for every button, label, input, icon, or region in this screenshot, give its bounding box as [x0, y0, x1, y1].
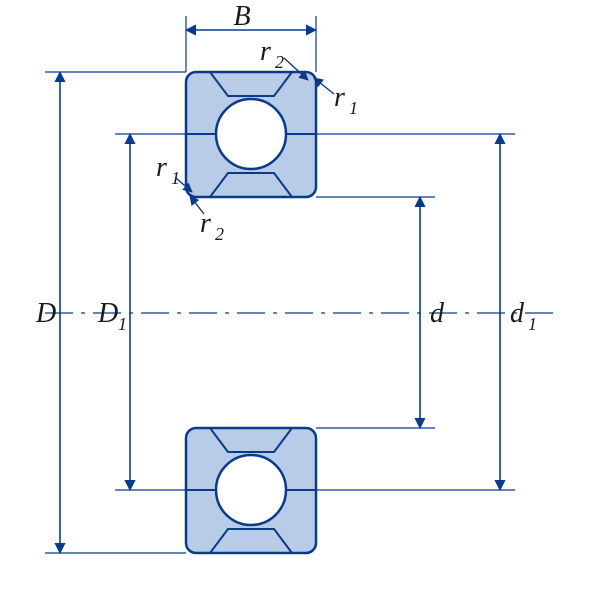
label-r1-top: r	[334, 82, 345, 113]
label-d: d	[430, 298, 445, 329]
label-r2-top: r	[260, 36, 271, 67]
bearing-section-top	[186, 72, 316, 197]
label-d1-sub: 1	[528, 314, 537, 334]
label-r2-top-sub: 2	[275, 52, 284, 72]
label-r2-bot-sub: 2	[215, 224, 224, 244]
label-r2-bot: r	[200, 208, 211, 239]
callout-r1-top: r 1	[314, 78, 358, 118]
bearing-cross-section-diagram: B D D 1 d	[0, 0, 600, 600]
bearing-section-bottom	[186, 428, 316, 553]
label-B: B	[233, 1, 250, 32]
label-D: D	[35, 298, 56, 329]
dimension-B: B	[186, 1, 316, 72]
label-r1-left: r	[156, 152, 167, 183]
label-D1-sub: 1	[118, 314, 127, 334]
label-r1-left-sub: 1	[171, 168, 180, 188]
label-r1-top-sub: 1	[349, 98, 358, 118]
callout-r2-bottom: r 2	[190, 196, 224, 244]
label-d1: d	[510, 298, 525, 329]
ball-top	[216, 99, 286, 169]
dimension-d1: d 1	[316, 134, 537, 490]
ball-bottom	[216, 455, 286, 525]
label-D1: D	[97, 298, 118, 329]
